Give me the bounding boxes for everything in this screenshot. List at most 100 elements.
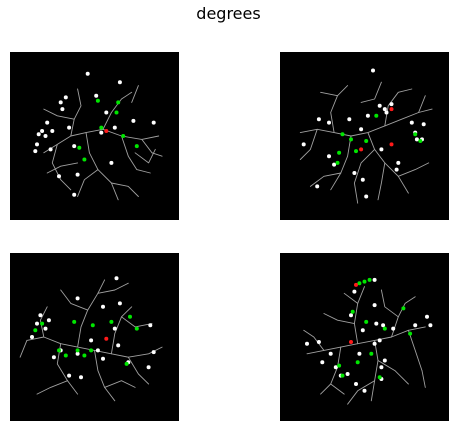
white-node — [67, 373, 72, 378]
branch-segment — [323, 313, 355, 325]
white-node — [316, 340, 321, 344]
branch-segment — [421, 370, 426, 388]
green-node — [82, 353, 87, 358]
white-node — [394, 167, 399, 172]
white-node — [72, 192, 77, 197]
white-node — [396, 160, 401, 165]
white-node — [75, 296, 80, 301]
white-node — [148, 323, 153, 328]
white-node — [372, 277, 377, 282]
branch-segment — [360, 81, 382, 103]
white-node — [146, 365, 151, 370]
branch-segment — [43, 128, 160, 154]
green-node — [357, 281, 362, 286]
branch-segment — [370, 339, 379, 402]
green-node — [90, 323, 95, 328]
white-node — [99, 130, 104, 135]
branch-segment — [141, 138, 163, 157]
green-node — [418, 139, 423, 143]
green-node — [340, 373, 345, 378]
branch-segment — [51, 143, 72, 191]
green-node — [95, 98, 100, 103]
white-node — [413, 323, 418, 328]
white-node — [112, 125, 117, 130]
white-node — [379, 147, 384, 152]
white-node — [381, 323, 386, 328]
white-node — [75, 172, 80, 177]
panel-2-canvas — [299, 68, 433, 204]
green-node — [77, 145, 82, 150]
white-node — [347, 117, 352, 122]
branch-segment — [19, 339, 28, 358]
green-node — [89, 348, 94, 353]
branch-segment — [60, 289, 89, 311]
branch-segment — [102, 91, 133, 130]
green-node — [408, 331, 413, 336]
panel-1-nodes — [33, 71, 156, 197]
branch-segment — [397, 162, 430, 177]
white-node — [63, 95, 68, 100]
green-node — [337, 363, 342, 368]
branch-segment — [85, 132, 119, 201]
green-node — [116, 100, 121, 105]
white-node — [112, 326, 117, 331]
white-node — [374, 321, 379, 326]
white-node — [43, 134, 48, 138]
white-node — [72, 144, 77, 149]
white-node — [372, 303, 377, 308]
white-node — [332, 162, 337, 167]
white-node — [94, 93, 99, 98]
white-node — [371, 68, 375, 73]
green-node — [369, 351, 374, 356]
green-node — [335, 160, 340, 165]
white-node — [109, 160, 114, 165]
green-node — [401, 306, 406, 311]
white-node — [301, 142, 306, 147]
branch-segment — [77, 279, 106, 348]
white-node — [352, 171, 357, 175]
branch-segment — [127, 356, 150, 385]
red-node — [104, 129, 109, 133]
white-node — [114, 276, 119, 281]
branch-segment — [299, 128, 318, 160]
white-node — [421, 122, 426, 127]
branch-segment — [367, 132, 409, 194]
branch-segment — [39, 306, 48, 338]
green-node — [109, 319, 114, 324]
white-node — [382, 358, 387, 363]
white-node — [359, 127, 364, 132]
figure-title: degrees — [196, 4, 261, 23]
panel-3-nodes — [30, 276, 156, 380]
white-node — [30, 335, 34, 339]
branch-segment — [309, 172, 342, 187]
white-node — [101, 356, 105, 361]
white-node — [57, 174, 61, 179]
white-node — [425, 314, 429, 319]
white-node — [151, 120, 156, 125]
green-node — [413, 132, 418, 137]
green-node — [72, 319, 77, 324]
white-node — [409, 120, 414, 125]
green-node — [374, 113, 379, 118]
panel-4-nodes — [305, 277, 433, 393]
red-node — [359, 147, 364, 152]
white-node — [50, 129, 55, 133]
white-node — [95, 348, 100, 353]
panel-3-branches — [19, 279, 163, 402]
white-node — [151, 350, 156, 355]
branch-segment — [134, 148, 156, 164]
branch-segment — [343, 292, 359, 304]
branch-segment — [407, 329, 423, 372]
branch-segment — [26, 336, 163, 358]
branch-segment — [110, 306, 133, 355]
white-node — [345, 372, 350, 376]
white-node — [60, 107, 65, 112]
white-node — [352, 289, 357, 294]
branch-segment — [121, 316, 153, 328]
white-node — [58, 100, 63, 105]
green-node — [121, 134, 126, 138]
green-node — [349, 137, 353, 142]
green-node — [128, 314, 132, 319]
white-node — [43, 326, 48, 331]
